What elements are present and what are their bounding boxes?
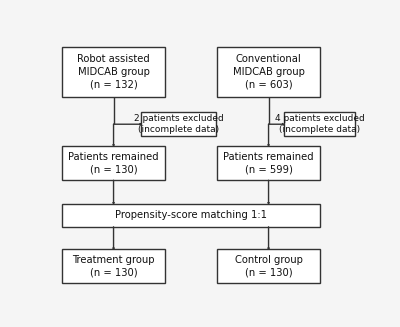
Text: 2 patients excluded
(incomplete data): 2 patients excluded (incomplete data) [134,114,224,134]
FancyBboxPatch shape [62,204,320,227]
Text: Treatment group
(n = 130): Treatment group (n = 130) [72,255,155,278]
Text: Propensity-score matching 1:1: Propensity-score matching 1:1 [115,211,267,220]
Text: 4 patients excluded
(incomplete data): 4 patients excluded (incomplete data) [275,114,364,134]
FancyBboxPatch shape [62,146,165,180]
Text: Robot assisted
MIDCAB group
(n = 132): Robot assisted MIDCAB group (n = 132) [77,54,150,90]
FancyBboxPatch shape [62,250,165,284]
FancyBboxPatch shape [218,47,320,97]
Text: Control group
(n = 130): Control group (n = 130) [235,255,302,278]
Text: Patients remained
(n = 599): Patients remained (n = 599) [223,152,314,175]
FancyBboxPatch shape [284,112,355,136]
FancyBboxPatch shape [218,250,320,284]
Text: Patients remained
(n = 130): Patients remained (n = 130) [68,152,159,175]
FancyBboxPatch shape [142,112,216,136]
FancyBboxPatch shape [62,47,165,97]
Text: Conventional
MIDCAB group
(n = 603): Conventional MIDCAB group (n = 603) [233,54,304,90]
FancyBboxPatch shape [218,146,320,180]
